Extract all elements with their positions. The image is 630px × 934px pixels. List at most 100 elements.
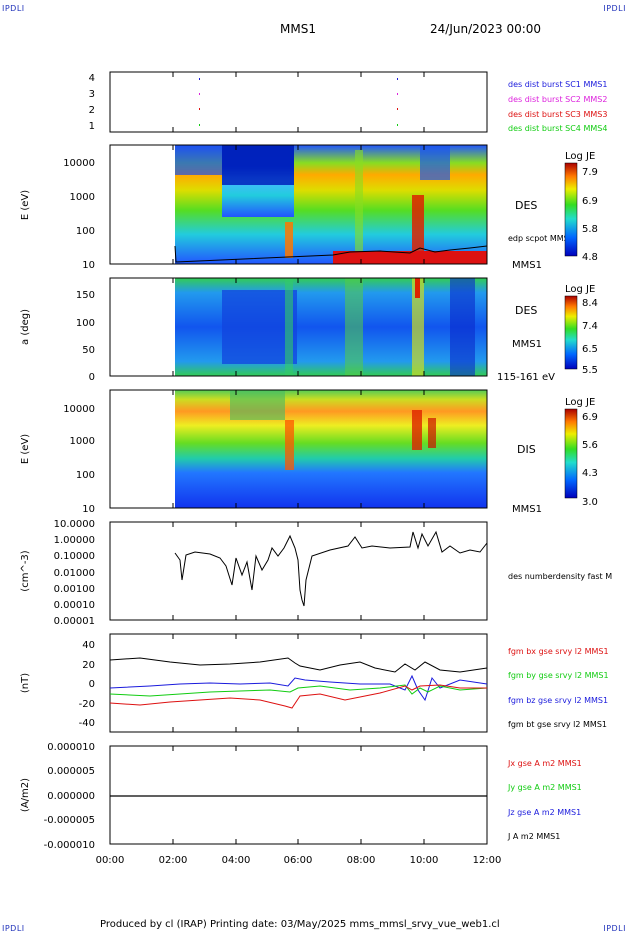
current-legend-entry: Jz gse A m2 MMS1	[507, 808, 581, 817]
density-tick-label: 0.01000	[54, 568, 95, 579]
des-energy-axis-label: E (eV)	[20, 190, 31, 220]
fgm-tick-label: 0	[89, 679, 95, 690]
des-pitch-colorbar-tick: 5.5	[582, 365, 598, 376]
current-legend-entry: Jy gse A m2 MMS1	[507, 783, 582, 792]
time-tick-label: 10:00	[410, 855, 439, 866]
dis-energy-tick-label: 10	[82, 504, 95, 515]
des-energy-tick-label: 100	[76, 226, 95, 237]
des-energy-label: DES	[515, 199, 537, 212]
fgm-frame	[109, 633, 488, 733]
density-legend-entry: des numberdensity fast M	[508, 572, 612, 581]
fgm-tick-label: -40	[79, 718, 95, 729]
edp-scpot-band	[333, 251, 487, 264]
fgm-by-line	[109, 684, 488, 697]
des-energy-colorbar	[564, 162, 578, 257]
dis-energy-panel: 10000 1000 100 10 E (eV) DIS MMS1 Log JE…	[20, 389, 598, 515]
fgm-legend-entry: fgm bx gse srvy l2 MMS1	[508, 647, 609, 656]
dis-energy-colorbar-title: Log JE	[565, 397, 595, 408]
edp-scpot-line	[174, 245, 488, 263]
des-energy-tick-label: 1000	[70, 192, 95, 203]
current-frame	[109, 745, 488, 845]
density-line	[174, 530, 488, 607]
burst-mark	[199, 124, 200, 126]
burst-mark	[397, 78, 398, 80]
fgm-legend-entry: fgm bz gse srvy l2 MMS1	[508, 696, 608, 705]
time-tick-label: 12:00	[473, 855, 502, 866]
dis-energy-colorbar-tick: 5.6	[582, 440, 598, 451]
des-pitch-colorbar-tick: 6.5	[582, 344, 598, 355]
density-panel: 10.0000 1.00000 0.10000 0.01000 0.00100 …	[20, 519, 612, 627]
fgm-bz-line	[109, 674, 488, 702]
time-tick-label: 00:00	[96, 855, 125, 866]
burst-tick-label: 1	[89, 121, 95, 132]
burst-panel: 4 3 2 1 des dist burst SC1 MMS1 des dist…	[89, 71, 607, 133]
dis-energy-colorbar-tick: 6.9	[582, 412, 598, 423]
dis-energy-tick-label: 10000	[63, 404, 95, 415]
footer-credit: Produced by cl (IRAP) Printing date: 03/…	[100, 919, 500, 930]
density-axis-label: (cm^-3)	[20, 550, 31, 591]
burst-mark	[397, 124, 398, 126]
des-pitch-axis-label: a (deg)	[20, 309, 31, 345]
density-tick-label: 10.0000	[54, 519, 95, 530]
tick-marks	[109, 72, 488, 844]
time-tick-label: 06:00	[284, 855, 313, 866]
burst-tick-label: 4	[89, 73, 95, 84]
current-tick-label: 0.000005	[47, 766, 95, 777]
des-pitch-spectrogram	[175, 278, 487, 376]
des-pitch-colorbar-tick: 8.4	[582, 298, 598, 309]
dis-energy-colorbar-tick: 3.0	[582, 497, 598, 508]
time-tick-label: 04:00	[222, 855, 251, 866]
fgm-legend-entry: fgm by gse srvy l2 MMS1	[508, 671, 609, 680]
dis-energy-label: DIS	[517, 443, 536, 456]
des-pitch-energy-range: 115-161 eV	[497, 372, 555, 383]
density-tick-label: 0.00100	[54, 584, 95, 595]
density-tick-label: 1.00000	[54, 535, 95, 546]
burst-mark	[397, 93, 398, 95]
density-tick-label: 0.10000	[54, 551, 95, 562]
page-title: MMS1	[280, 22, 316, 36]
corner-mark-top-right: IPDLI	[603, 4, 626, 13]
current-tick-label: -0.000010	[44, 840, 95, 851]
corner-mark-bottom-right: IPDLI	[603, 924, 626, 933]
burst-mark	[397, 108, 398, 110]
burst-mark	[199, 93, 200, 95]
burst-legend-entry: des dist burst SC3 MMS3	[508, 110, 607, 119]
current-axis-label: (A/m2)	[20, 778, 31, 812]
fgm-tick-label: 40	[82, 640, 95, 651]
dis-energy-tick-label: 100	[76, 470, 95, 481]
burst-frame	[109, 71, 488, 133]
des-energy-tick-label: 10	[82, 260, 95, 271]
burst-tick-label: 3	[89, 89, 95, 100]
current-tick-label: 0.000000	[47, 791, 95, 802]
burst-mark	[199, 78, 200, 80]
time-tick-label: 02:00	[159, 855, 188, 866]
des-energy-panel: 10000 1000 100 10 E (eV) DES edp scpot M…	[20, 144, 598, 271]
dis-energy-spectrogram	[175, 390, 487, 508]
density-tick-label: 0.00001	[54, 616, 95, 627]
current-tick-label: 0.000010	[47, 742, 95, 753]
corner-mark-top-left: IPDLI	[2, 4, 25, 13]
des-pitch-tick-label: 50	[82, 345, 95, 356]
current-legend-entry: J A m2 MMS1	[507, 832, 560, 841]
des-pitch-tick-label: 100	[76, 318, 95, 329]
des-pitch-tick-label: 0	[89, 372, 95, 383]
current-tick-label: -0.000005	[44, 815, 95, 826]
dis-energy-spacecraft-label: MMS1	[512, 504, 542, 515]
des-pitch-spacecraft-label: MMS1	[512, 339, 542, 350]
fgm-tick-label: 20	[82, 660, 95, 671]
fgm-panel: 40 20 0 -20 -40 (nT) fgm bx gse srvy l2 …	[20, 633, 609, 733]
des-pitch-tick-label: 150	[76, 290, 95, 301]
fgm-legend-entry: fgm bt gse srvy l2 MMS1	[508, 720, 607, 729]
edp-scpot-label: edp scpot MMS1	[508, 234, 574, 243]
des-energy-colorbar-tick: 5.8	[582, 224, 598, 235]
des-energy-spacecraft-label: MMS1	[512, 260, 542, 271]
des-pitch-colorbar	[564, 295, 578, 370]
des-pitch-colorbar-tick: 7.4	[582, 321, 598, 332]
current-legend-entry: Jx gse A m2 MMS1	[507, 759, 582, 768]
dis-energy-colorbar-tick: 4.3	[582, 468, 598, 479]
burst-mark	[199, 108, 200, 110]
des-energy-tick-label: 10000	[63, 158, 95, 169]
burst-legend-entry: des dist burst SC1 MMS1	[508, 80, 607, 89]
fgm-tick-label: -20	[79, 699, 95, 710]
